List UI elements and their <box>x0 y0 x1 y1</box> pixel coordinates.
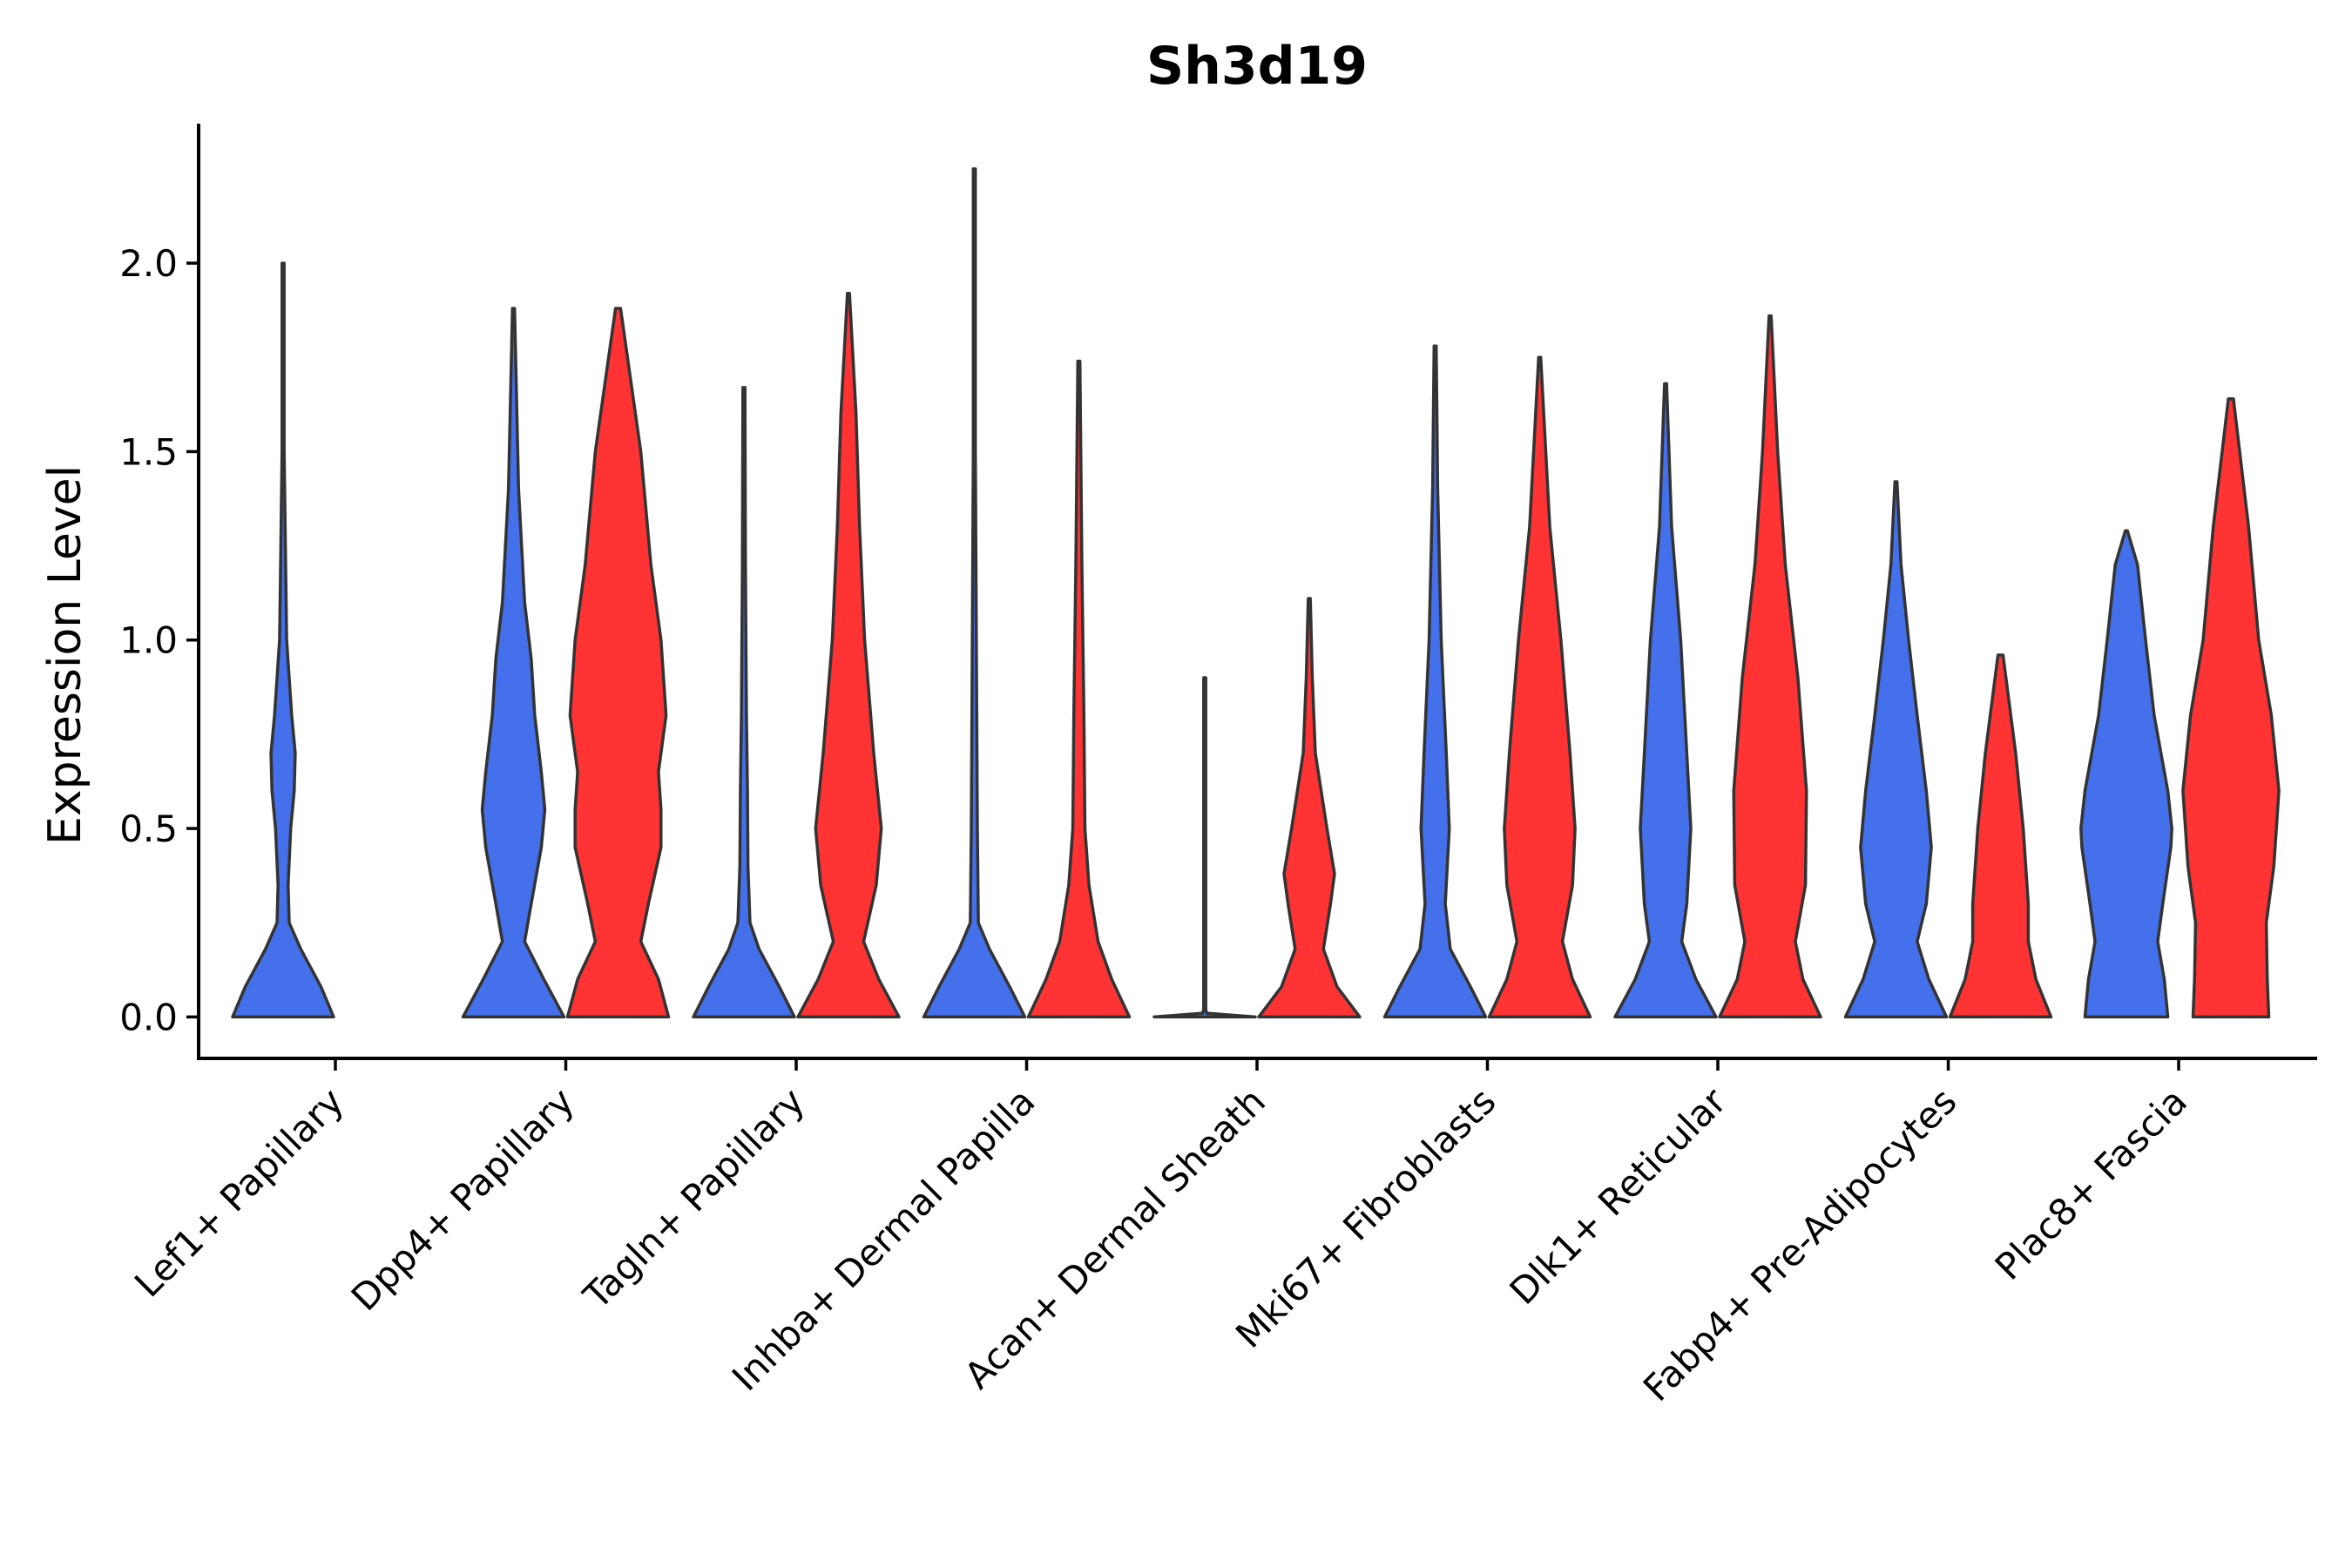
x-tick-label: Dpp4+ Papillary <box>343 1079 583 1319</box>
x-tick-label: Tagln+ Papillary <box>575 1079 813 1317</box>
violin-1-1 <box>231 261 335 1019</box>
y-tick-label: 2.0 <box>119 242 178 285</box>
violin-2-7 <box>1718 314 1822 1019</box>
violin-1-3 <box>692 386 796 1019</box>
violin-2-5 <box>1257 597 1362 1019</box>
x-tick-label: Plac8+ Fascia <box>1987 1079 2195 1288</box>
violin-2-8 <box>1948 653 2053 1019</box>
chart-title: Sh3d19 <box>1146 36 1368 97</box>
y-tick-label: 0.0 <box>119 996 178 1038</box>
y-axis-label: Expression Level <box>39 465 91 845</box>
x-tick-label: Lef1+ Papillary <box>126 1079 352 1305</box>
y-tick-label: 1.5 <box>119 430 178 473</box>
y-tick-label: 1.0 <box>119 619 178 662</box>
violin-1-9 <box>2079 529 2173 1019</box>
violin-1-4 <box>922 167 1027 1019</box>
y-ticks: 0.0 0.5 1.0 1.5 2.0 <box>119 242 199 1038</box>
violin-2-9 <box>2181 397 2281 1019</box>
violins-layer <box>231 167 2281 1019</box>
violin-2-3 <box>796 291 901 1019</box>
x-tick-label: Dlk1+ Reticular <box>1502 1079 1735 1313</box>
violin-2-2 <box>565 307 671 1019</box>
y-tick-label: 0.5 <box>119 808 178 850</box>
violin-2-6 <box>1487 355 1592 1019</box>
violin-1-8 <box>1843 480 1949 1019</box>
x-tick-label: Mki67+ Fibroblasts <box>1227 1079 1504 1355</box>
violin-1-7 <box>1613 382 1718 1019</box>
violin-2-4 <box>1026 359 1132 1019</box>
violin-1-2 <box>461 307 566 1019</box>
violin-1-5 <box>1152 676 1257 1019</box>
violin-1-6 <box>1382 344 1488 1019</box>
